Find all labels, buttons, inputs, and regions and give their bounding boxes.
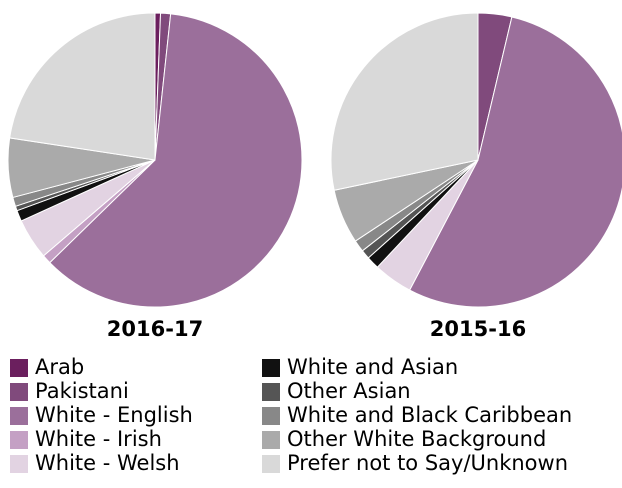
- chart-title: 2015-16: [430, 317, 526, 341]
- legend-swatch: [10, 455, 28, 473]
- pie-slice: [408, 16, 622, 308]
- legend-swatch: [10, 359, 28, 377]
- legend-swatch: [262, 383, 280, 401]
- pie-slice: [330, 12, 479, 191]
- legend-swatch: [10, 383, 28, 401]
- legend-label: White - Irish: [35, 427, 162, 451]
- pie-slice: [9, 12, 156, 161]
- legend-label: White - English: [35, 403, 193, 427]
- chart-title: 2016-17: [107, 317, 203, 341]
- legend-swatch: [262, 455, 280, 473]
- legend-label: Other White Background: [287, 427, 546, 451]
- legend-label: Arab: [35, 355, 84, 379]
- legend-label: White and Asian: [287, 355, 458, 379]
- legend-swatch: [10, 431, 28, 449]
- legend-swatch: [262, 407, 280, 425]
- legend-swatch: [10, 407, 28, 425]
- legend-label: White and Black Caribbean: [287, 403, 572, 427]
- legend-label: Other Asian: [287, 379, 411, 403]
- legend-swatch: [262, 431, 280, 449]
- legend-label: White - Welsh: [35, 451, 180, 475]
- legend-label: Prefer not to Say/Unknown: [287, 451, 568, 475]
- legend-label: Pakistani: [35, 379, 129, 403]
- legend-swatch: [262, 359, 280, 377]
- pie-slice: [49, 13, 303, 308]
